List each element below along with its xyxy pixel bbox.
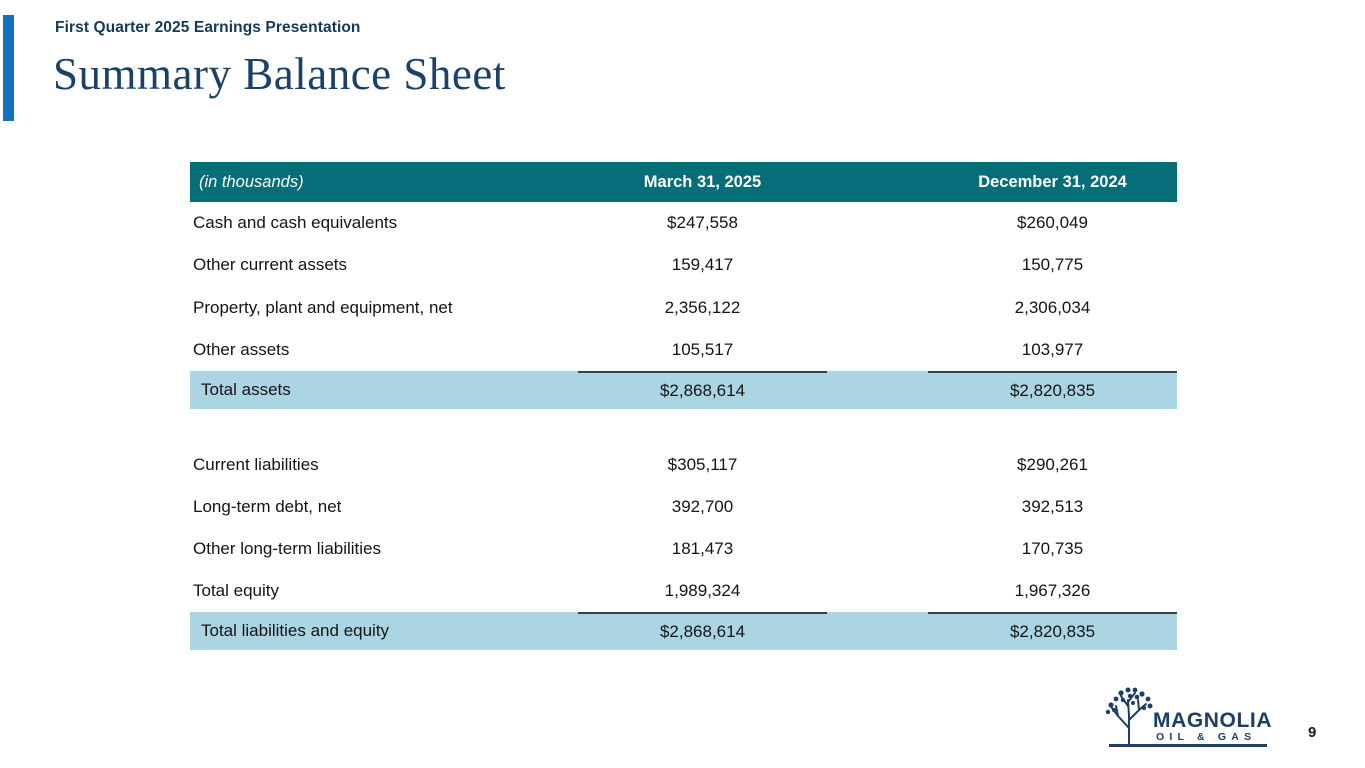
row-label: Total equity [193,581,279,600]
table-row: Total equity 1,989,324 1,967,326 [190,570,1177,612]
total-value-december: $2,820,835 [928,371,1177,409]
row-value-march: $305,117 [667,455,738,474]
row-value-december: 392,513 [1021,497,1084,516]
table-row: Property, plant and equipment, net 2,356… [190,287,1177,329]
table-row: Other current assets 159,417 150,775 [190,244,1177,286]
total-row-label: Total liabilities and equity [201,621,390,640]
row-value-march: 392,700 [671,497,734,516]
total-liabilities-equity-row: Total liabilities and equity $2,868,614 … [190,612,1177,650]
row-label: Other current assets [193,255,348,275]
total-row-label: Total assets [201,380,291,399]
row-label: Long-term debt, net [193,497,342,516]
row-value-december: 2,306,034 [1014,297,1091,317]
magnolia-logo-wordmark: MAGNOLIA [1153,709,1273,732]
magnolia-tree-icon [1105,687,1153,746]
row-value-december: 150,775 [1021,255,1084,275]
row-label: Cash and cash equivalents [193,213,398,233]
row-value-december: 1,967,326 [1014,581,1091,600]
table-row: Other assets 105,517 103,977 [190,329,1177,371]
presentation-subtitle: First Quarter 2025 Earnings Presentation [55,19,361,36]
row-value-december: 170,735 [1021,539,1084,558]
units-label: (in thousands) [199,172,304,191]
row-value-march: 1,989,324 [664,581,741,600]
row-label: Property, plant and equipment, net [193,297,453,317]
table-header-row: (in thousands) March 31, 2025 December 3… [190,162,1177,202]
accent-bar [3,15,14,121]
balance-sheet-table: (in thousands) March 31, 2025 December 3… [190,162,1177,650]
total-value-december: $2,820,835 [928,612,1177,650]
row-value-december: 103,977 [1021,339,1084,359]
row-label: Other long-term liabilities [193,539,382,558]
row-label: Other assets [193,339,290,359]
page-title: Summary Balance Sheet [53,49,506,99]
column-header-december-2024: December 31, 2024 [978,172,1127,191]
section-spacer [190,409,1177,444]
total-value-march: $2,868,614 [578,371,827,409]
table-row: Long-term debt, net 392,700 392,513 [190,486,1177,528]
row-gap [827,371,928,409]
magnolia-logo-subtitle: OIL & GAS [1156,731,1257,743]
row-value-march: 181,473 [671,539,734,558]
row-value-december: $290,261 [1017,455,1088,474]
row-value-march: 159,417 [671,255,734,275]
table-row: Current liabilities $305,117 $290,261 [190,444,1177,486]
total-value-march: $2,868,614 [578,612,827,650]
column-header-march-2025: March 31, 2025 [643,172,762,191]
total-assets-row: Total assets $2,868,614 $2,820,835 [190,371,1177,409]
row-value-march: 2,356,122 [664,297,741,317]
row-value-march: 105,517 [671,339,734,359]
table-row: Other long-term liabilities 181,473 170,… [190,528,1177,570]
logo-underline [1109,744,1267,747]
row-gap [827,612,928,650]
row-value-march: $247,558 [667,213,738,233]
page-number: 9 [1308,724,1317,741]
row-value-december: $260,049 [1017,213,1088,233]
row-label: Current liabilities [193,455,319,474]
table-row: Cash and cash equivalents $247,558 $260,… [190,202,1177,244]
